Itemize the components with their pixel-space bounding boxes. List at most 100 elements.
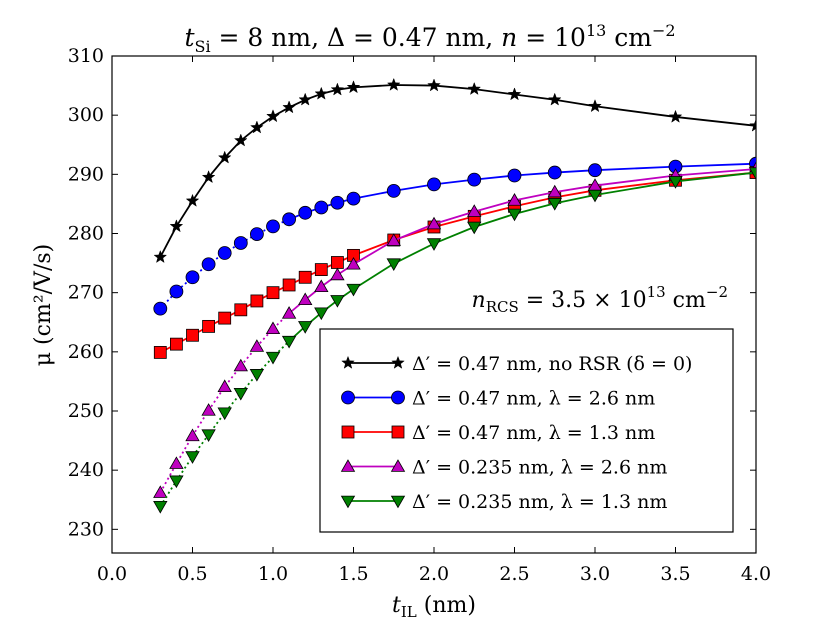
x-tick-label: 1.0 (258, 563, 288, 585)
data-point (426, 238, 442, 251)
data-point (314, 86, 329, 100)
data-point (298, 205, 313, 220)
data-point (185, 428, 200, 442)
legend-entry-label: Δ′ = 0.235 nm, λ = 1.3 nm (412, 491, 667, 513)
data-point (282, 212, 297, 227)
data-point (250, 294, 264, 308)
data-point (250, 120, 264, 134)
data-point (386, 77, 401, 91)
data-point (749, 118, 756, 132)
y-tick-label: 270 (68, 282, 104, 304)
x-tick-label: 0.5 (177, 563, 207, 585)
y-tick-label: 310 (68, 45, 104, 67)
data-point (748, 167, 756, 180)
data-point (346, 191, 361, 206)
plot-area: 0.0 0.5 1.0 1.5 2.0 2.5 3.0 3.5 4.0 230 240 250 260 2… (68, 45, 771, 585)
legend-marker (391, 390, 405, 405)
legend-marker (341, 355, 355, 369)
data-point (507, 208, 522, 222)
data-point (588, 99, 602, 113)
data-point (153, 485, 168, 498)
series-line-dotted (159, 312, 290, 494)
data-point (588, 163, 602, 178)
legend-marker (391, 355, 405, 369)
data-point (169, 219, 184, 233)
x-tick-label: 4.0 (741, 563, 771, 585)
annotation-nrcs: nRCS = 3.5 × 1013 cm−2 (472, 283, 728, 316)
data-point (330, 267, 345, 281)
data-point (249, 369, 265, 382)
data-point (314, 307, 329, 321)
data-point (169, 337, 183, 351)
data-point (281, 335, 297, 349)
data-point (282, 278, 296, 292)
data-point (233, 133, 248, 147)
data-point (217, 246, 232, 260)
data-point (314, 263, 328, 276)
data-point (217, 379, 232, 393)
data-point (185, 193, 200, 207)
data-point (153, 301, 168, 316)
data-point (507, 87, 522, 101)
data-point (185, 270, 200, 285)
data-point (265, 351, 281, 365)
data-point (153, 346, 167, 359)
data-point (346, 256, 361, 270)
data-point (282, 100, 296, 114)
data-point (427, 78, 441, 92)
x-tick-label: 2.5 (499, 563, 529, 585)
data-point (281, 306, 297, 319)
data-point (298, 92, 313, 106)
y-tick-label: 240 (68, 459, 104, 481)
legend-entry-label: Δ′ = 0.235 nm, λ = 2.6 nm (412, 457, 667, 479)
legend-marker (390, 459, 406, 472)
data-point (153, 500, 168, 514)
data-point (185, 451, 200, 464)
legend-entry-label: Δ′ = 0.47 nm, λ = 2.6 nm (412, 388, 655, 410)
chart-title: tSi = 8 nm, Δ = 0.47 nm, n = 1013 cm−2 (184, 21, 675, 56)
data-point (266, 286, 280, 300)
y-tick-label: 250 (68, 400, 104, 422)
data-point (314, 279, 329, 293)
data-point (249, 339, 265, 352)
data-point (547, 92, 562, 106)
data-point (386, 233, 401, 246)
data-point (467, 172, 482, 187)
series-line (159, 171, 756, 354)
legend: Δ′ = 0.47 nm, no RSR (δ = 0) Δ′ = 0.47 nm… (319, 328, 734, 533)
legend-marker (340, 459, 356, 472)
data-point (298, 292, 313, 306)
y-tick-label: 290 (68, 163, 104, 185)
data-point (587, 189, 603, 203)
legend-marker (390, 495, 406, 509)
data-point (201, 170, 216, 184)
data-point (186, 328, 199, 342)
data-point (234, 303, 248, 317)
y-tick-label: 300 (68, 104, 104, 126)
data-point (467, 204, 482, 217)
legend-entry-label: Δ′ = 0.47 nm, λ = 1.3 nm (412, 422, 655, 444)
data-point (233, 387, 248, 401)
data-point (298, 270, 312, 284)
data-point (330, 195, 345, 210)
data-point (233, 236, 248, 250)
data-point (346, 80, 361, 94)
data-point (266, 109, 280, 123)
data-point (346, 283, 361, 297)
legend-marker (341, 425, 355, 439)
series-line (159, 84, 756, 258)
x-tick-label: 1.5 (338, 563, 368, 585)
legend-entry-label: Δ′ = 0.47 nm, no RSR (δ = 0) (412, 353, 692, 375)
x-tick-label: 3.0 (580, 563, 610, 585)
data-point (169, 456, 184, 469)
data-point (169, 284, 184, 299)
y-tick-label: 260 (68, 341, 104, 363)
data-point (547, 198, 562, 211)
data-point (217, 150, 232, 164)
data-point (249, 227, 264, 241)
data-point (668, 109, 683, 123)
data-point (426, 216, 442, 230)
legend-marker (341, 390, 355, 405)
legend-marker (340, 495, 356, 509)
